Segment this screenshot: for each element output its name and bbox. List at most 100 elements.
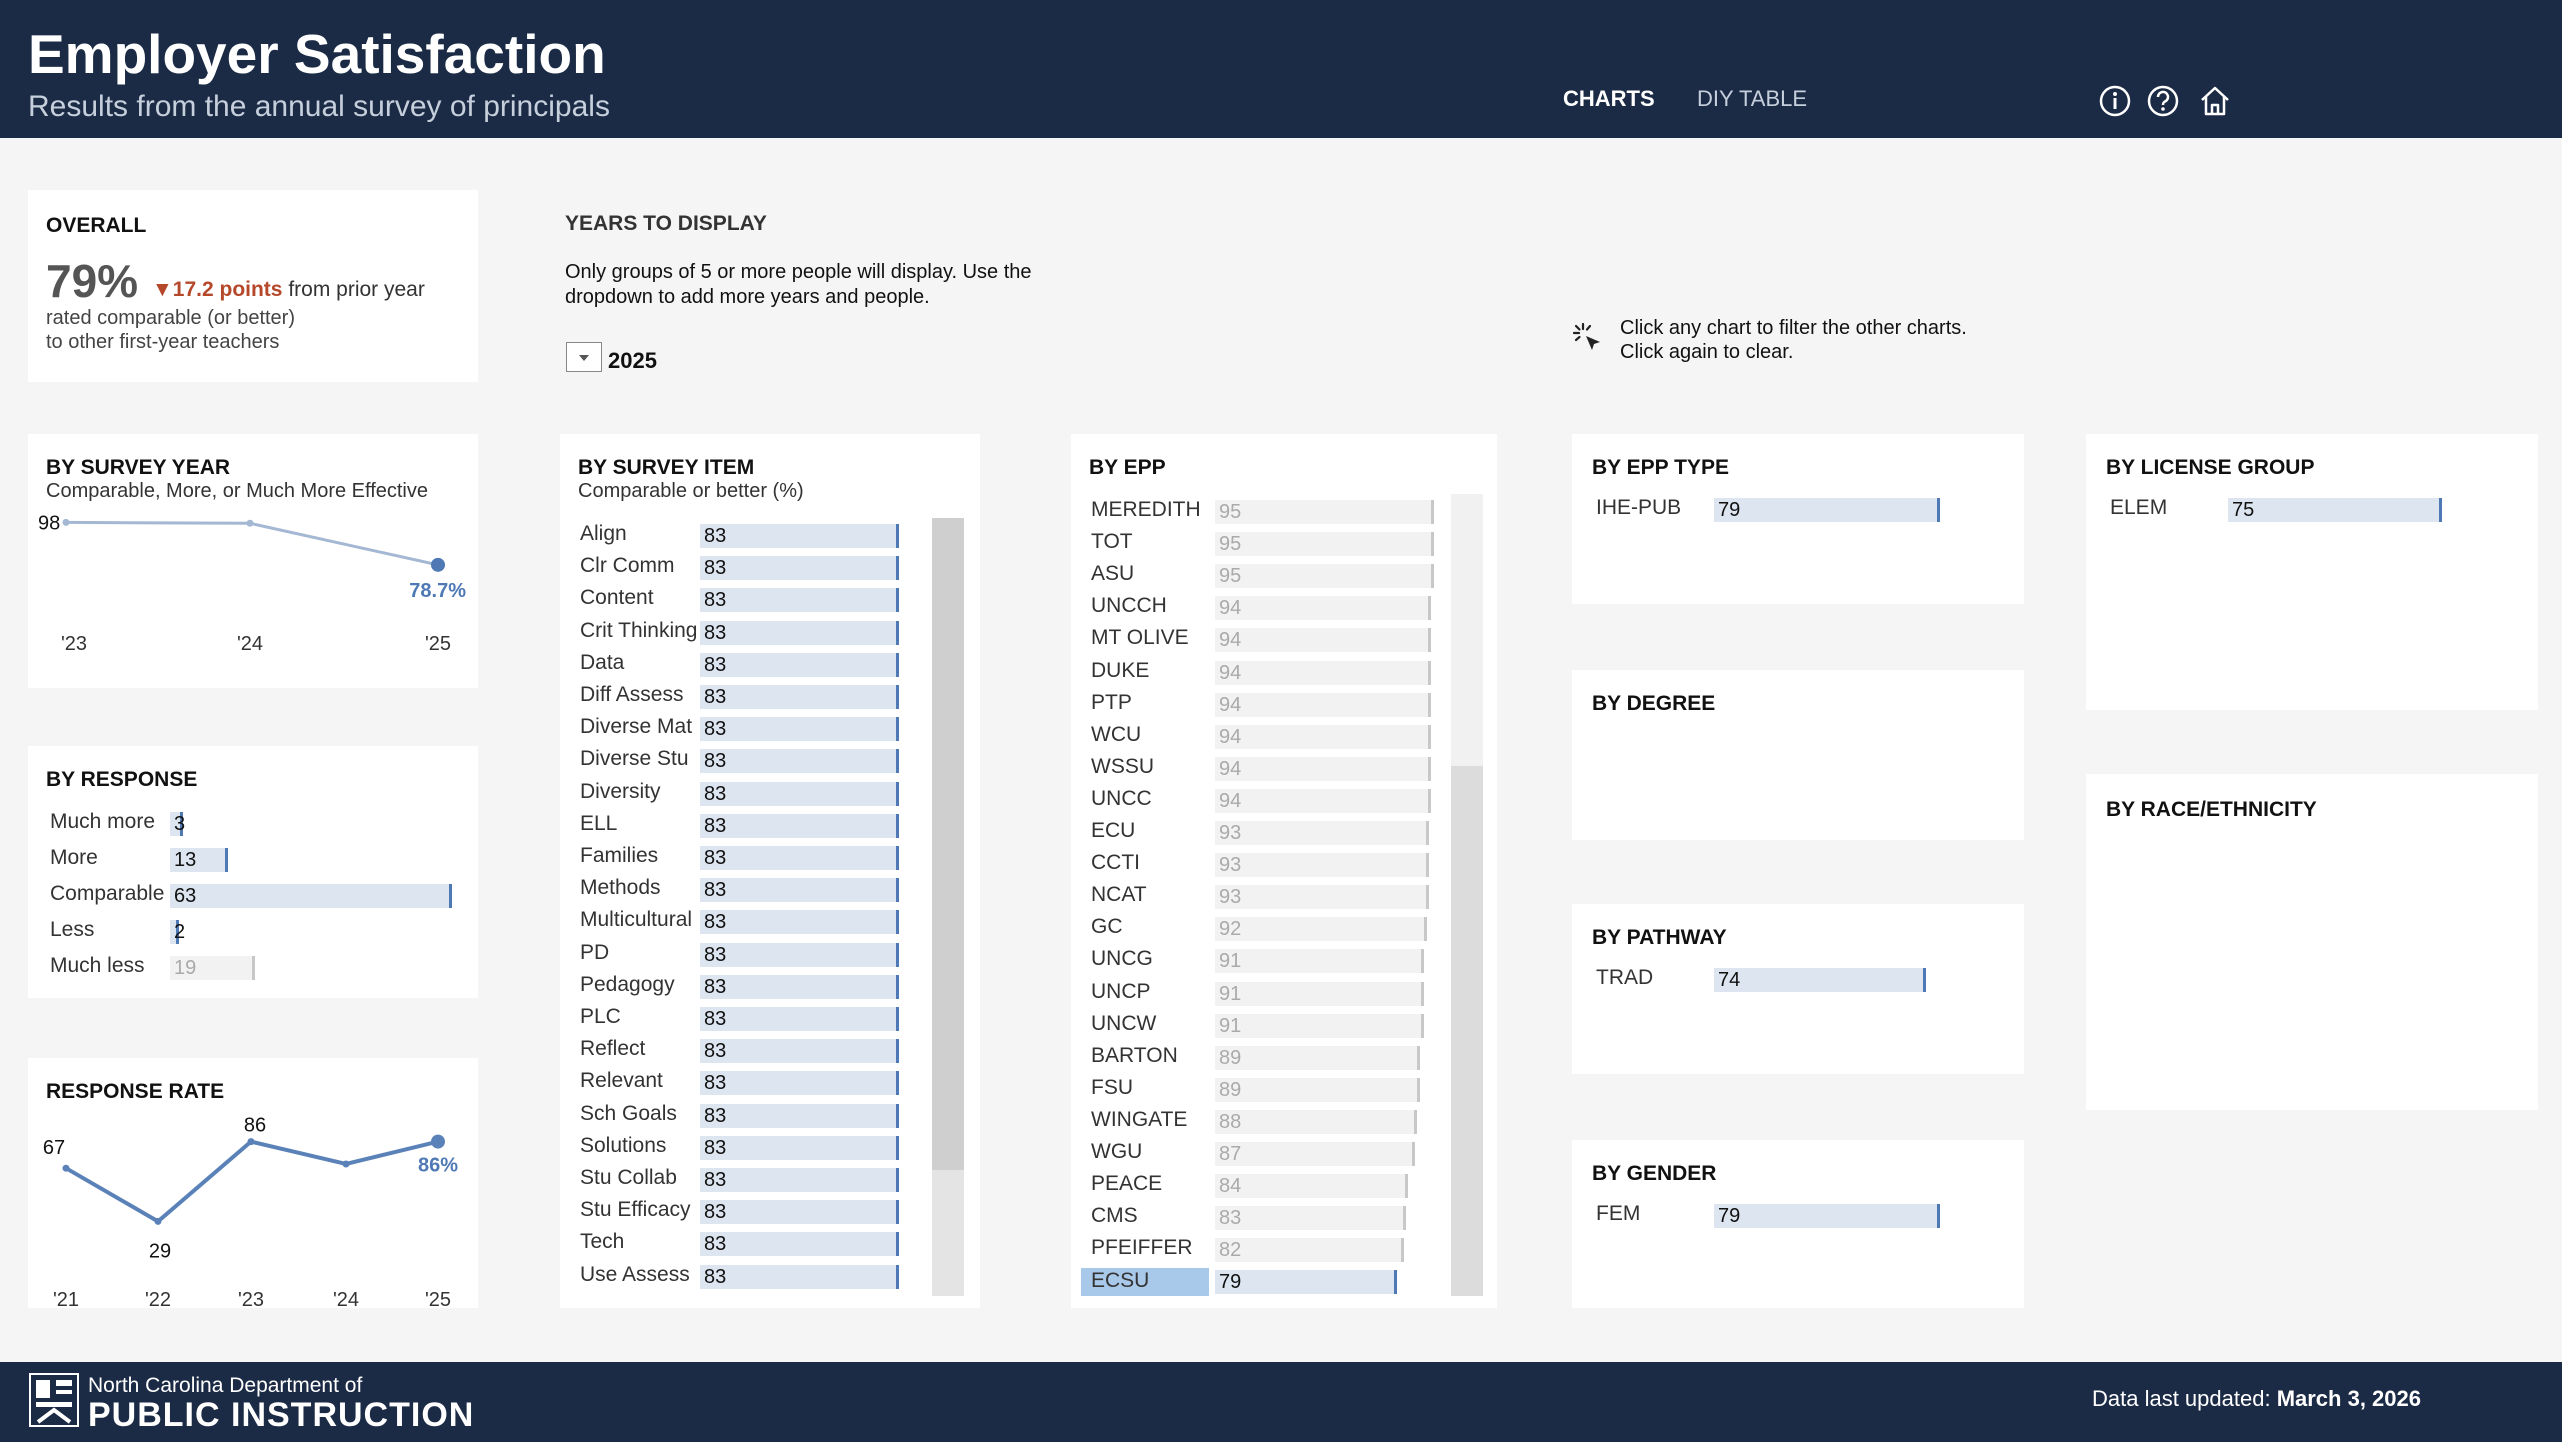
epp-row[interactable]: ECSU 79 <box>1081 1266 1441 1297</box>
response-rate-point[interactable] <box>431 1134 445 1149</box>
epp-row[interactable]: MEREDITH 95 <box>1091 496 1441 524</box>
response-rate-point[interactable] <box>62 1164 70 1172</box>
response-rate-chart[interactable]: 67 29 86 86% '21 '22 '23 '24 '25 <box>28 1114 478 1308</box>
survey-year-card[interactable]: BY SURVEY YEAR Comparable, More, or Much… <box>28 434 478 688</box>
survey-year-chart[interactable]: 98 78.7% '23 '24 '25 <box>28 504 478 688</box>
survey-item-row[interactable]: Relevant 83 <box>580 1067 920 1096</box>
epp-row[interactable]: ASU 95 <box>1091 560 1441 589</box>
survey-item-row[interactable]: Crit Thinking 83 <box>580 617 920 645</box>
epp-row[interactable]: ECU 93 <box>1091 817 1441 845</box>
license-group-card[interactable]: BY LICENSE GROUP ELEM 75 <box>2086 434 2538 710</box>
home-icon[interactable] <box>2198 84 2232 118</box>
epp-bar[interactable]: 94 <box>1215 660 1432 685</box>
epp-bar[interactable]: 95 <box>1215 532 1434 557</box>
response-rate-point[interactable] <box>154 1217 162 1225</box>
license-group-row[interactable]: ELEM 75 <box>2110 494 2510 522</box>
survey-item-bar[interactable]: 83 <box>700 620 900 645</box>
epp-row[interactable]: PEACE 84 <box>1091 1170 1441 1199</box>
survey-item-bar[interactable]: 83 <box>700 942 900 967</box>
epp-row[interactable]: FSU 89 <box>1091 1074 1441 1102</box>
epp-row[interactable]: UNCCH 94 <box>1091 592 1441 621</box>
survey-item-bar[interactable]: 83 <box>700 846 900 870</box>
survey-item-card[interactable]: BY SURVEY ITEM Comparable or better (%) … <box>560 434 980 1308</box>
epp-scrollbar[interactable] <box>1451 494 1483 1296</box>
epp-bar[interactable]: 89 <box>1215 1045 1420 1070</box>
survey-item-bar[interactable]: 83 <box>700 1264 900 1289</box>
survey-item-bar[interactable]: 83 <box>700 1135 900 1160</box>
response-row[interactable]: More 13 <box>50 844 470 872</box>
epp-bar[interactable]: 89 <box>1215 1077 1420 1102</box>
survey-item-row[interactable]: Diverse Stu 83 <box>580 745 920 774</box>
epp-row[interactable]: UNCW 91 <box>1091 1010 1441 1038</box>
epp-row[interactable]: CMS 83 <box>1091 1202 1441 1231</box>
epp-bar[interactable]: 94 <box>1215 692 1432 717</box>
response-row[interactable]: Much more 3 <box>50 808 470 836</box>
epp-bar[interactable]: 95 <box>1215 500 1434 524</box>
epp-row[interactable]: GC 92 <box>1091 913 1441 942</box>
survey-item-row[interactable]: Diff Assess 83 <box>580 681 920 709</box>
survey-item-bar[interactable]: 83 <box>700 588 900 613</box>
epp-type-bar[interactable]: 79 <box>1714 498 1940 522</box>
gender-bar[interactable]: 79 <box>1714 1204 1940 1228</box>
survey-item-bar[interactable]: 83 <box>700 974 900 999</box>
epp-row[interactable]: MT OLIVE 94 <box>1091 624 1441 653</box>
epp-bar[interactable]: 91 <box>1215 981 1425 1006</box>
survey-item-bar[interactable]: 83 <box>700 685 900 709</box>
epp-bar[interactable]: 94 <box>1215 596 1432 621</box>
epp-row[interactable]: WINGATE 88 <box>1091 1106 1441 1134</box>
survey-item-bar[interactable]: 83 <box>700 1232 900 1257</box>
tab-diy-table[interactable]: DIY TABLE <box>1697 86 1808 111</box>
race-card[interactable]: BY RACE/ETHNICITY <box>2086 774 2538 1110</box>
gender-card[interactable]: BY GENDER FEM 79 <box>1572 1140 2024 1308</box>
survey-item-row[interactable]: Diversity 83 <box>580 778 920 806</box>
response-bar[interactable]: 2 <box>170 920 185 944</box>
epp-bar[interactable]: 88 <box>1215 1109 1418 1134</box>
response-rate-point[interactable] <box>342 1160 350 1168</box>
survey-item-bar[interactable]: 83 <box>700 749 900 774</box>
epp-row[interactable]: WGU 87 <box>1091 1138 1441 1166</box>
epp-bar[interactable]: 91 <box>1215 949 1425 974</box>
epp-bar[interactable]: 93 <box>1215 885 1429 910</box>
survey-item-bar[interactable]: 83 <box>700 781 900 806</box>
gender-row[interactable]: FEM 79 <box>1596 1200 1996 1228</box>
epp-type-row[interactable]: IHE-PUB 79 <box>1596 494 1996 522</box>
survey-item-row[interactable]: Tech 83 <box>580 1228 920 1257</box>
response-row[interactable]: Much less 19 <box>50 952 470 980</box>
epp-row[interactable]: UNCC 94 <box>1091 785 1441 813</box>
pathway-card[interactable]: BY PATHWAY TRAD 74 <box>1572 904 2024 1074</box>
epp-bar[interactable]: 94 <box>1215 788 1432 813</box>
epp-row[interactable]: WSSU 94 <box>1091 753 1441 781</box>
survey-item-row[interactable]: Solutions 83 <box>580 1132 920 1160</box>
epp-row[interactable]: DUKE 94 <box>1091 657 1441 685</box>
epp-bar[interactable]: 94 <box>1215 628 1432 653</box>
epp-row[interactable]: WCU 94 <box>1091 721 1441 749</box>
info-icon[interactable] <box>2098 84 2132 118</box>
survey-item-bar[interactable]: 83 <box>700 524 900 548</box>
survey-item-row[interactable]: Stu Collab 83 <box>580 1164 920 1192</box>
survey-item-bar[interactable]: 83 <box>700 910 900 935</box>
response-rate-point[interactable] <box>247 1138 255 1146</box>
survey-item-row[interactable]: Align 83 <box>580 520 920 548</box>
response-row[interactable]: Comparable 63 <box>50 880 470 908</box>
survey-item-row[interactable]: Clr Comm 83 <box>580 552 920 581</box>
response-card[interactable]: BY RESPONSE Much more 3 More 13 Comparable 63… <box>28 746 478 998</box>
epp-row[interactable]: BARTON 89 <box>1091 1042 1441 1070</box>
epp-row[interactable]: TOT 95 <box>1091 528 1441 557</box>
response-bar[interactable]: 13 <box>170 848 229 872</box>
survey-item-bar[interactable]: 83 <box>700 717 900 742</box>
survey-item-bar[interactable]: 83 <box>700 1007 900 1031</box>
survey-item-row[interactable]: Diverse Mat 83 <box>580 713 920 742</box>
survey-item-bar[interactable]: 83 <box>700 556 900 581</box>
survey-item-row[interactable]: Families 83 <box>580 842 920 870</box>
epp-row[interactable]: UNCG 91 <box>1091 945 1441 974</box>
survey-year-point[interactable] <box>246 519 254 527</box>
survey-item-row[interactable]: ELL 83 <box>580 810 920 838</box>
epp-row[interactable]: PTP 94 <box>1091 689 1441 717</box>
survey-item-row[interactable]: Content 83 <box>580 584 920 613</box>
help-icon[interactable] <box>2146 84 2180 118</box>
survey-item-bar[interactable]: 83 <box>700 1039 900 1064</box>
epp-bar[interactable]: 84 <box>1215 1174 1409 1199</box>
response-bar[interactable]: 3 <box>170 812 185 836</box>
survey-item-row[interactable]: Use Assess 83 <box>580 1261 920 1289</box>
epp-scroll-thumb[interactable] <box>1451 766 1483 1296</box>
